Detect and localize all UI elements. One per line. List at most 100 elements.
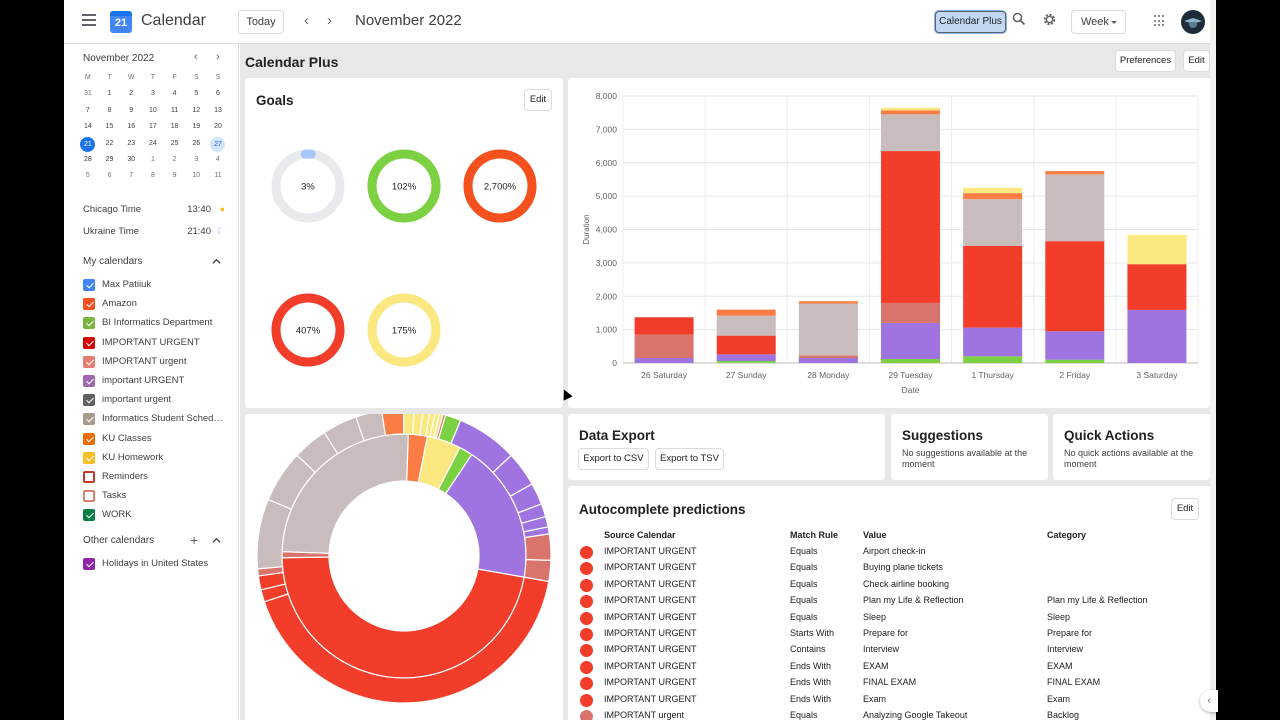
mini-day[interactable]: 2 <box>129 90 134 98</box>
mini-day[interactable]: 1 <box>107 90 112 98</box>
goals-edit-button[interactable]: Edit <box>524 89 552 111</box>
calendar-item[interactable]: KU Classes <box>83 430 233 449</box>
edit-button[interactable]: Edit <box>1183 50 1210 72</box>
chevron-up-icon[interactable] <box>212 257 221 266</box>
mini-day[interactable]: 11 <box>170 106 179 114</box>
add-calendar-icon[interactable]: + <box>190 532 199 548</box>
calendar-item[interactable]: WORK <box>83 506 233 525</box>
table-row[interactable]: IMPORTANT URGENT Equals Buying plane ticke… <box>578 560 1204 576</box>
mini-day[interactable]: 6 <box>216 90 220 98</box>
calendar-checkbox[interactable] <box>83 558 95 570</box>
table-row[interactable]: IMPORTANT URGENT Equals Airport check-in <box>578 544 1204 560</box>
table-row[interactable]: IMPORTANT URGENT Ends With FINAL EXAM FINAL… <box>578 675 1204 691</box>
calendar-checkbox[interactable] <box>83 336 95 349</box>
mini-day[interactable]: 11 <box>214 172 222 180</box>
mini-day[interactable]: 10 <box>192 172 201 180</box>
side-panel-toggle[interactable]: ‹ <box>1200 690 1218 712</box>
preferences-button[interactable]: Preferences <box>1115 50 1176 72</box>
calendar-checkbox[interactable] <box>83 413 95 426</box>
mini-day[interactable]: 5 <box>194 90 199 98</box>
calendar-item[interactable]: Reminders <box>83 468 233 487</box>
calendar-checkbox[interactable] <box>83 298 95 311</box>
calendar-checkbox[interactable] <box>83 394 95 407</box>
table-row[interactable]: IMPORTANT URGENT Contains Interview Intervi… <box>578 642 1204 658</box>
mini-day[interactable]: 10 <box>149 106 157 114</box>
calendar-checkbox[interactable] <box>83 375 95 387</box>
mini-day[interactable]: 16 <box>127 123 136 131</box>
calendar-item[interactable]: Holidays in United States <box>83 555 233 574</box>
table-row[interactable]: IMPORTANT URGENT Equals Plan my Life & Ref… <box>578 593 1204 609</box>
calendar-checkbox[interactable] <box>83 509 95 522</box>
table-row[interactable]: IMPORTANT URGENT Starts With Prepare for Pr… <box>578 626 1204 642</box>
calendar-checkbox[interactable] <box>83 279 95 291</box>
page-scrollbar[interactable] <box>1210 0 1216 720</box>
calendar-checkbox[interactable] <box>83 317 95 330</box>
mini-day[interactable]: 28 <box>83 155 92 163</box>
mini-next-icon[interactable]: › <box>216 51 220 63</box>
calendar-item[interactable]: Amazon <box>83 295 233 314</box>
mini-day[interactable]: 5 <box>85 172 90 180</box>
mini-day[interactable]: 31 <box>83 90 92 98</box>
search-icon[interactable] <box>1012 12 1026 26</box>
other-calendars-title[interactable]: Other calendars <box>83 535 155 546</box>
mini-day[interactable]: 12 <box>192 106 201 114</box>
mini-day[interactable]: 27 <box>207 136 229 152</box>
mini-day[interactable]: 24 <box>149 139 157 147</box>
calendar-checkbox[interactable] <box>83 490 95 503</box>
table-row[interactable]: IMPORTANT urgent Equals Analyzing Google T… <box>578 708 1204 720</box>
mini-day[interactable]: 21 <box>77 136 99 152</box>
table-row[interactable]: IMPORTANT URGENT Ends With EXAM EXAM <box>578 659 1204 675</box>
mini-day[interactable]: 23 <box>127 139 136 147</box>
mini-day[interactable]: 8 <box>150 172 155 180</box>
mini-day[interactable]: 17 <box>149 123 157 131</box>
sunburst-outer-segment[interactable] <box>523 559 552 583</box>
mini-day[interactable]: 22 <box>105 139 114 147</box>
calendar-checkbox[interactable] <box>83 471 95 483</box>
mini-day[interactable]: 3 <box>150 90 155 98</box>
mini-day[interactable]: 14 <box>83 123 92 131</box>
mini-day[interactable]: 3 <box>194 155 199 163</box>
mini-day[interactable]: 19 <box>192 123 201 131</box>
mini-day[interactable]: 8 <box>107 106 112 114</box>
mini-day[interactable]: 2 <box>172 155 177 163</box>
view-selector[interactable]: Week <box>1071 10 1126 34</box>
main-menu-icon[interactable] <box>82 14 96 28</box>
chevron-left-icon[interactable]: ‹ <box>304 12 309 29</box>
table-row[interactable]: IMPORTANT URGENT Equals Check airline book… <box>578 577 1204 593</box>
mini-day[interactable]: 7 <box>85 106 90 114</box>
chevron-up-icon[interactable] <box>212 536 221 545</box>
mini-day[interactable]: 25 <box>170 139 179 147</box>
mini-day[interactable]: 13 <box>214 106 222 114</box>
mini-day[interactable]: 4 <box>172 90 177 98</box>
table-row[interactable]: IMPORTANT URGENT Equals Sleep Sleep <box>578 610 1204 626</box>
autocomplete-edit-button[interactable]: Edit <box>1171 498 1199 520</box>
calendar-checkbox[interactable] <box>83 451 95 464</box>
mini-day[interactable]: 20 <box>214 123 222 131</box>
sunburst-outer-segment[interactable] <box>523 533 552 561</box>
calendar-item[interactable]: Informatics Student Sched… <box>83 410 233 429</box>
calendar-item[interactable]: Tasks <box>83 487 233 506</box>
sunburst-outer-segment[interactable] <box>381 414 405 437</box>
calendar-item[interactable]: BI Informatics Department <box>83 314 233 333</box>
calendar-item[interactable]: important urgent <box>83 391 233 410</box>
mini-day[interactable]: 18 <box>170 123 179 131</box>
chevron-right-icon[interactable]: › <box>327 12 332 29</box>
calendar-checkbox[interactable] <box>83 355 95 368</box>
calendar-checkbox[interactable] <box>83 432 95 445</box>
calendar-item[interactable]: Max Patiiuk <box>83 276 233 295</box>
calendar-plus-button[interactable]: Calendar Plus <box>935 11 1006 33</box>
table-row[interactable]: IMPORTANT URGENT Ends With Exam Exam <box>578 692 1204 708</box>
mini-day[interactable]: 29 <box>105 155 114 163</box>
calendar-item[interactable]: KU Homework <box>83 449 233 468</box>
calendar-item[interactable]: IMPORTANT URGENT <box>83 334 233 353</box>
mini-day[interactable]: 15 <box>105 123 114 131</box>
export-tsv-button[interactable]: Export to TSV <box>655 448 724 470</box>
calendar-item[interactable]: IMPORTANT urgent <box>83 353 233 372</box>
mini-day[interactable]: 9 <box>172 172 177 180</box>
mini-day[interactable]: 7 <box>129 172 134 180</box>
mini-day[interactable]: 30 <box>127 155 136 163</box>
calendar-item[interactable]: important URGENT <box>83 372 233 391</box>
apps-grid-icon[interactable] <box>1154 15 1166 27</box>
settings-gear-icon[interactable] <box>1042 12 1057 27</box>
mini-day[interactable]: 6 <box>107 172 112 180</box>
